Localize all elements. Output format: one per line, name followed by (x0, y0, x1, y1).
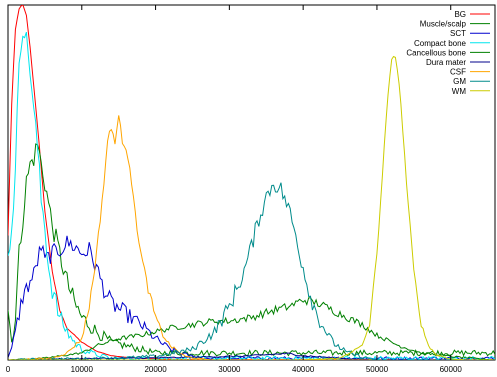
series-layer (8, 5, 495, 360)
legend-label: Cancellous bone (406, 48, 466, 57)
series-line-gm (8, 182, 495, 360)
series-line-dura-mater (8, 352, 495, 360)
legend-label: WM (452, 87, 467, 96)
x-tick-label: 10000 (71, 365, 94, 374)
legend-label: Compact bone (414, 39, 467, 48)
legend-label: GM (453, 77, 466, 86)
x-tick-label: 60000 (440, 365, 463, 374)
legend-label: Dura mater (426, 58, 466, 67)
series-line-cancellous-bone (8, 297, 495, 360)
x-tick-label: 40000 (292, 365, 315, 374)
legend-label: SCT (450, 29, 466, 38)
legend-label: Muscle/scalp (420, 20, 467, 29)
x-axis: 0 10000 20000 30000 40000 50000 60000 (6, 5, 463, 374)
plot-frame (7, 4, 496, 361)
series-line-bg (8, 5, 495, 360)
x-tick-label: 0 (6, 365, 11, 374)
series-line-muscle-scalp (8, 143, 495, 357)
series-line-csf (8, 115, 495, 360)
series-line-compact-bone (8, 31, 495, 360)
x-tick-label: 30000 (218, 365, 241, 374)
x-tick-label: 20000 (144, 365, 167, 374)
legend-label: CSF (450, 68, 466, 77)
series-line-wm (8, 55, 495, 360)
legend-label: BG (454, 10, 466, 19)
x-tick-label: 50000 (366, 365, 389, 374)
